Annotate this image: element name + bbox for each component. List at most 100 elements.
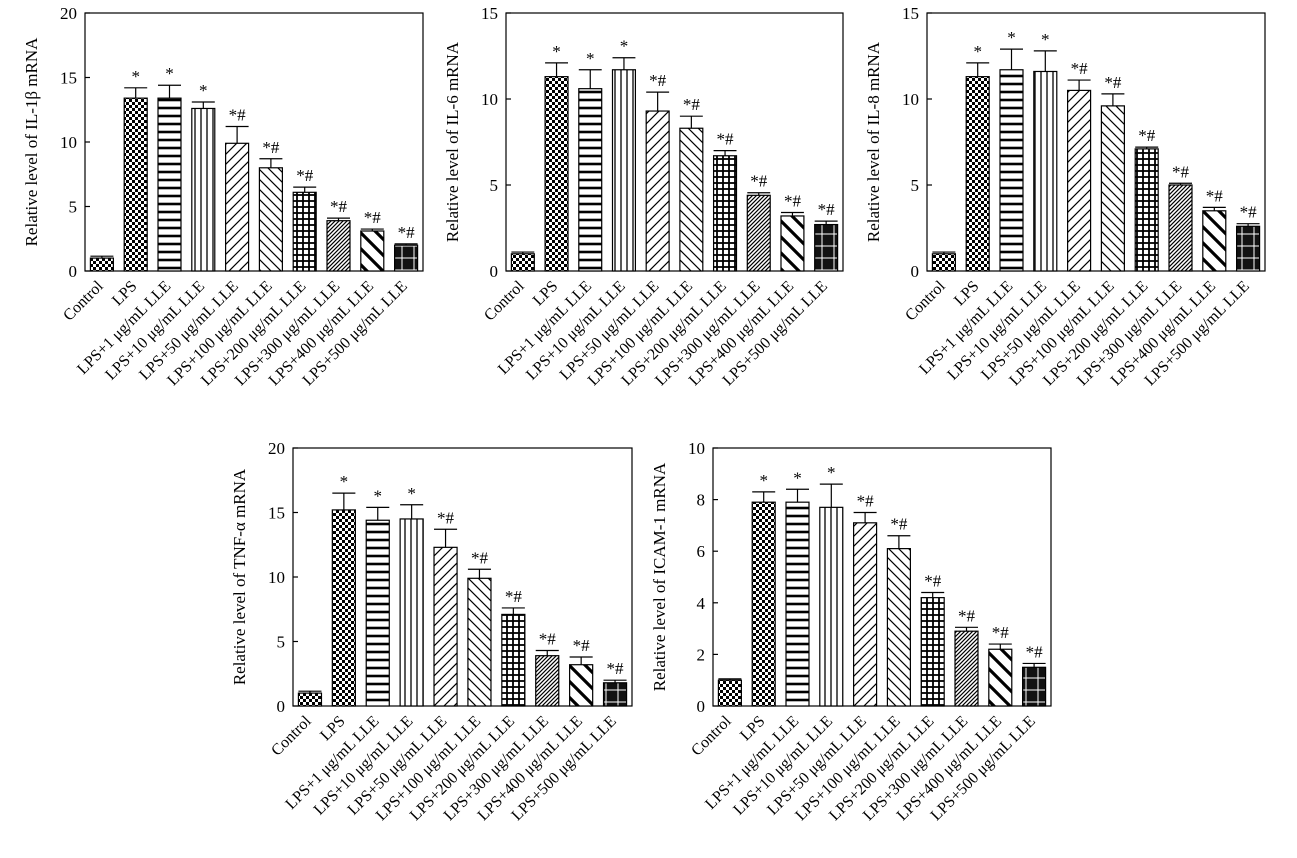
- category-label: Control: [60, 277, 107, 324]
- significance-label: *: [407, 484, 416, 503]
- y-tick-label: 5: [277, 633, 286, 652]
- significance-label: *#: [573, 636, 591, 655]
- bar: [602, 682, 628, 707]
- significance-label: *#: [607, 659, 625, 678]
- significance-label: *: [793, 468, 802, 487]
- category-label: Control: [481, 277, 528, 324]
- significance-label: *#: [649, 71, 667, 90]
- y-axis-label: Relative level of IL-1β mRNA: [22, 37, 41, 247]
- bar: [433, 546, 458, 707]
- significance-label: *#: [818, 200, 836, 219]
- bar: [920, 597, 945, 707]
- significance-label: *: [620, 37, 629, 56]
- significance-label: *: [131, 67, 140, 86]
- y-tick-label: 10: [60, 133, 77, 152]
- bar: [569, 664, 594, 707]
- y-tick-label: 0: [911, 262, 920, 281]
- y-tick-label: 10: [268, 568, 285, 587]
- y-tick-label: 0: [490, 262, 499, 281]
- category-label: Control: [688, 712, 735, 759]
- significance-label: *#: [1138, 126, 1156, 145]
- significance-label: *#: [296, 166, 314, 185]
- y-tick-label: 15: [268, 504, 285, 523]
- bar: [544, 76, 569, 272]
- y-tick-label: 15: [481, 4, 498, 23]
- y-tick-label: 20: [60, 4, 77, 23]
- chart-panel-4: 0 5 10 15 20 Relative level of TNF-α mRNA Cont…: [230, 439, 633, 824]
- bar: [853, 522, 878, 707]
- significance-label: *#: [890, 515, 908, 534]
- chart-panel-1: 0 5 10 15 20 Relative level of IL-1β mRNA Cont…: [22, 4, 424, 389]
- plot-frame: [926, 12, 1266, 272]
- bar: [1033, 70, 1058, 272]
- bar: [331, 509, 356, 707]
- bar: [814, 223, 839, 272]
- bar: [501, 613, 526, 707]
- significance-label: *#: [784, 192, 802, 211]
- significance-label: *#: [471, 548, 489, 567]
- significance-label: *#: [1172, 162, 1190, 181]
- bar: [999, 69, 1024, 272]
- significance-label: *#: [437, 508, 455, 527]
- significance-label: *: [759, 471, 768, 490]
- bar: [535, 655, 560, 707]
- plot-frame: [505, 12, 844, 272]
- bar: [886, 548, 911, 707]
- significance-label: *: [165, 64, 174, 83]
- significance-label: *#: [1206, 186, 1224, 205]
- significance-label: *#: [992, 623, 1010, 642]
- bar: [578, 88, 603, 272]
- significance-label: *: [340, 472, 349, 491]
- y-tick-label: 5: [490, 176, 499, 195]
- significance-label: *#: [750, 172, 768, 191]
- bar: [645, 110, 670, 272]
- bar: [297, 692, 323, 707]
- bar: [467, 577, 492, 707]
- significance-label: *#: [262, 138, 280, 157]
- bar: [399, 518, 424, 707]
- bar: [679, 127, 704, 272]
- bar: [89, 257, 114, 272]
- significance-label: *#: [229, 106, 247, 125]
- significance-label: *: [552, 42, 561, 61]
- significance-label: *#: [857, 492, 875, 511]
- significance-label: *#: [1026, 642, 1044, 661]
- significance-label: *#: [958, 606, 976, 625]
- significance-label: *#: [398, 223, 416, 242]
- y-tick-label: 10: [481, 90, 498, 109]
- y-tick-label: 0: [277, 697, 286, 716]
- y-tick-label: 15: [60, 69, 77, 88]
- bar: [712, 155, 738, 272]
- bar: [292, 191, 317, 272]
- category-label: Control: [268, 712, 315, 759]
- significance-label: *: [1041, 30, 1050, 49]
- bar: [394, 244, 419, 272]
- chart-panel-5: 0 2 4 6 8 10 Relative level of ICAM-1 mRNA Cont…: [650, 439, 1052, 824]
- bar: [1100, 105, 1125, 272]
- bar: [191, 107, 216, 272]
- significance-label: *#: [505, 587, 523, 606]
- bar: [1022, 666, 1047, 707]
- significance-label: *#: [924, 571, 942, 590]
- bar: [510, 253, 535, 272]
- category-label: Control: [902, 277, 949, 324]
- significance-label: *: [374, 486, 383, 505]
- significance-label: *#: [717, 130, 735, 149]
- bar: [611, 69, 637, 272]
- significance-label: *: [586, 49, 595, 68]
- significance-label: *#: [539, 630, 557, 649]
- plot-frame: [712, 447, 1052, 707]
- y-tick-label: 8: [697, 491, 706, 510]
- y-axis-label: Relative level of IL-6 mRNA: [443, 41, 462, 242]
- bar: [965, 76, 990, 272]
- significance-label: *#: [330, 197, 348, 216]
- y-axis-label: Relative level of TNF-α mRNA: [230, 468, 249, 685]
- significance-label: *#: [1240, 203, 1258, 222]
- bar: [819, 506, 844, 707]
- significance-label: *#: [364, 208, 382, 227]
- bar: [326, 220, 351, 272]
- significance-label: *#: [1071, 59, 1089, 78]
- y-tick-label: 20: [268, 439, 285, 458]
- y-axis-label: Relative level of IL-8 mRNA: [864, 41, 883, 242]
